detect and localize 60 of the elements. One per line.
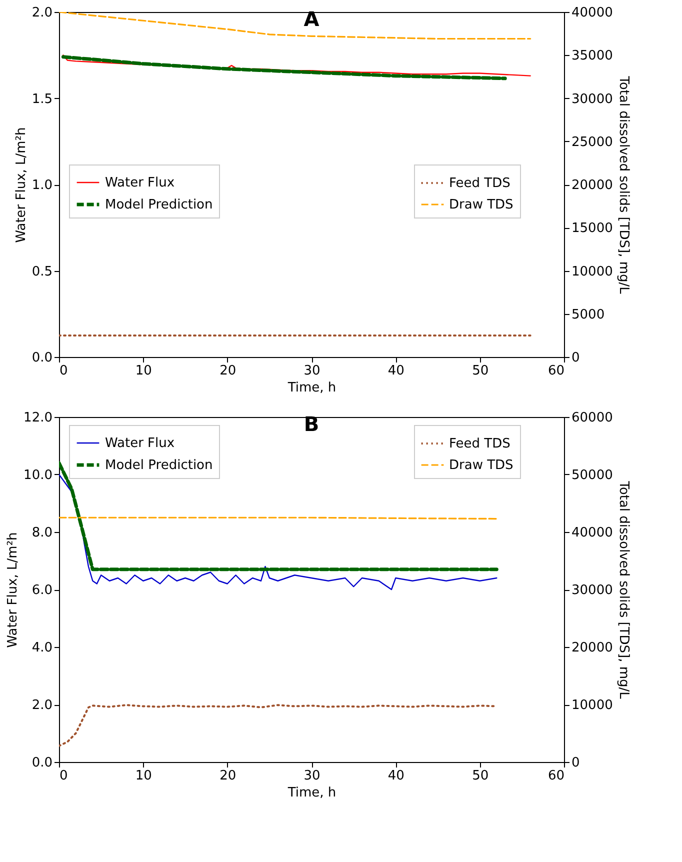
chart-title: A — [304, 7, 320, 31]
y2-tick-label: 30000 — [572, 92, 613, 107]
x-tick-label: 50 — [472, 364, 489, 378]
y-tick-label: 10.0 — [24, 468, 52, 483]
x-tick-label: 30 — [304, 768, 320, 784]
y-tick-label: 6.0 — [32, 583, 52, 598]
y-tick-label: 0.5 — [32, 264, 52, 280]
y-tick-label: 2.0 — [32, 698, 52, 713]
y-axis-title: Water Flux, L/m²h — [14, 127, 29, 243]
y2-tick-label: 0 — [572, 350, 580, 366]
x-axis-title: Time, h — [286, 380, 336, 396]
x-tick-label: 20 — [220, 768, 236, 784]
legend-label: Model Prediction — [105, 198, 213, 212]
x-tick-label: 0 — [60, 364, 68, 378]
y2-tick-label: 40000 — [572, 6, 613, 20]
line-series — [61, 55, 507, 80]
y-tick-label: 1.5 — [32, 92, 52, 107]
y2-tick-label: 50000 — [572, 468, 613, 483]
x-tick-label: 20 — [220, 364, 236, 378]
y-tick-label: 4.0 — [32, 640, 52, 656]
x-axis-title: Time, h — [286, 786, 336, 800]
y-tick-label: 1.0 — [32, 178, 52, 193]
x-tick-label: 50 — [472, 768, 489, 784]
y-tick-label: 2.0 — [32, 6, 52, 20]
line-series — [59, 12, 532, 40]
line-series — [59, 474, 498, 590]
y2-tick-label: 20000 — [572, 178, 613, 193]
x-tick-label: 10 — [135, 768, 152, 784]
legend-label: Draw TDS — [449, 458, 514, 473]
x-tick-label: 10 — [135, 364, 152, 378]
y2-tick-label: 10000 — [572, 698, 613, 713]
x-tick-label: 30 — [304, 364, 320, 378]
x-tick-label: 0 — [60, 768, 68, 784]
y2-axis-title: Total dissolved solids [TDS], mg/L — [616, 75, 631, 295]
x-tick-label: 60 — [548, 364, 564, 378]
legend-label: Model Prediction — [105, 458, 213, 473]
y2-tick-label: 25000 — [572, 134, 613, 150]
legend-label: Water Flux — [105, 436, 175, 451]
y2-tick-label: 35000 — [572, 48, 613, 64]
y2-tick-label: 20000 — [572, 640, 613, 656]
x-tick-label: 40 — [388, 768, 404, 784]
y2-tick-label: 40000 — [572, 526, 613, 540]
x-tick-label: 40 — [388, 364, 404, 378]
y2-tick-label: 5000 — [572, 307, 605, 322]
y-tick-label: 0.0 — [32, 756, 52, 770]
y2-tick-label: 15000 — [572, 221, 613, 236]
y2-tick-label: 60000 — [572, 410, 613, 426]
y-tick-label: 0.0 — [32, 350, 52, 366]
y2-tick-label: 30000 — [572, 583, 613, 598]
y-tick-label: 12.0 — [24, 410, 52, 426]
y2-tick-label: 10000 — [572, 264, 613, 280]
legend-label: Feed TDS — [449, 176, 510, 191]
y-tick-label: 8.0 — [32, 526, 52, 540]
legend-label: Feed TDS — [449, 436, 510, 452]
legend-label: Draw TDS — [449, 198, 514, 212]
legend-label: Water Flux — [105, 176, 175, 190]
x-tick-label: 60 — [548, 768, 564, 784]
y2-axis-title: Total dissolved solids [TDS], mg/L — [616, 480, 631, 700]
y2-tick-label: 0 — [572, 756, 580, 770]
y-axis-title: Water Flux, L/m²h — [6, 532, 21, 648]
